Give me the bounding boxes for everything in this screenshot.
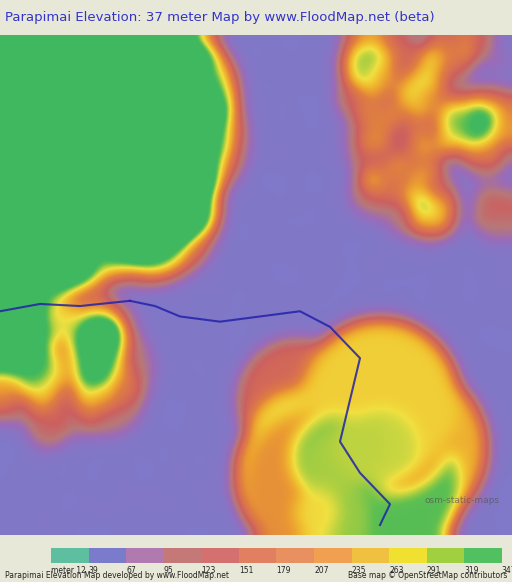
Text: 39: 39: [89, 566, 98, 574]
Bar: [164, 548, 201, 563]
Text: 291: 291: [426, 566, 441, 574]
Bar: [51, 548, 89, 563]
Text: 151: 151: [239, 566, 253, 574]
Bar: [276, 548, 314, 563]
Bar: [314, 548, 352, 563]
Bar: [89, 548, 126, 563]
Text: Parapimai Elevation: 37 meter Map by www.FloodMap.net (beta): Parapimai Elevation: 37 meter Map by www…: [5, 11, 435, 24]
Text: 123: 123: [201, 566, 216, 574]
Bar: [352, 548, 389, 563]
Bar: [464, 548, 502, 563]
Bar: [239, 548, 276, 563]
Text: 263: 263: [389, 566, 403, 574]
Text: 179: 179: [276, 566, 291, 574]
Bar: [126, 548, 164, 563]
Text: 95: 95: [164, 566, 174, 574]
Text: 67: 67: [126, 566, 136, 574]
Text: 347: 347: [502, 566, 512, 574]
Text: osm-static-maps: osm-static-maps: [425, 496, 500, 505]
Text: 207: 207: [314, 566, 329, 574]
Bar: [389, 548, 426, 563]
Bar: [426, 548, 464, 563]
Text: Base map © OpenStreetMap contributors: Base map © OpenStreetMap contributors: [348, 570, 507, 580]
Text: Parapimai Elevation Map developed by www.FloodMap.net: Parapimai Elevation Map developed by www…: [5, 570, 229, 580]
Text: meter 12: meter 12: [51, 566, 86, 574]
Bar: [201, 548, 239, 563]
Text: 235: 235: [352, 566, 366, 574]
Text: 319: 319: [464, 566, 479, 574]
